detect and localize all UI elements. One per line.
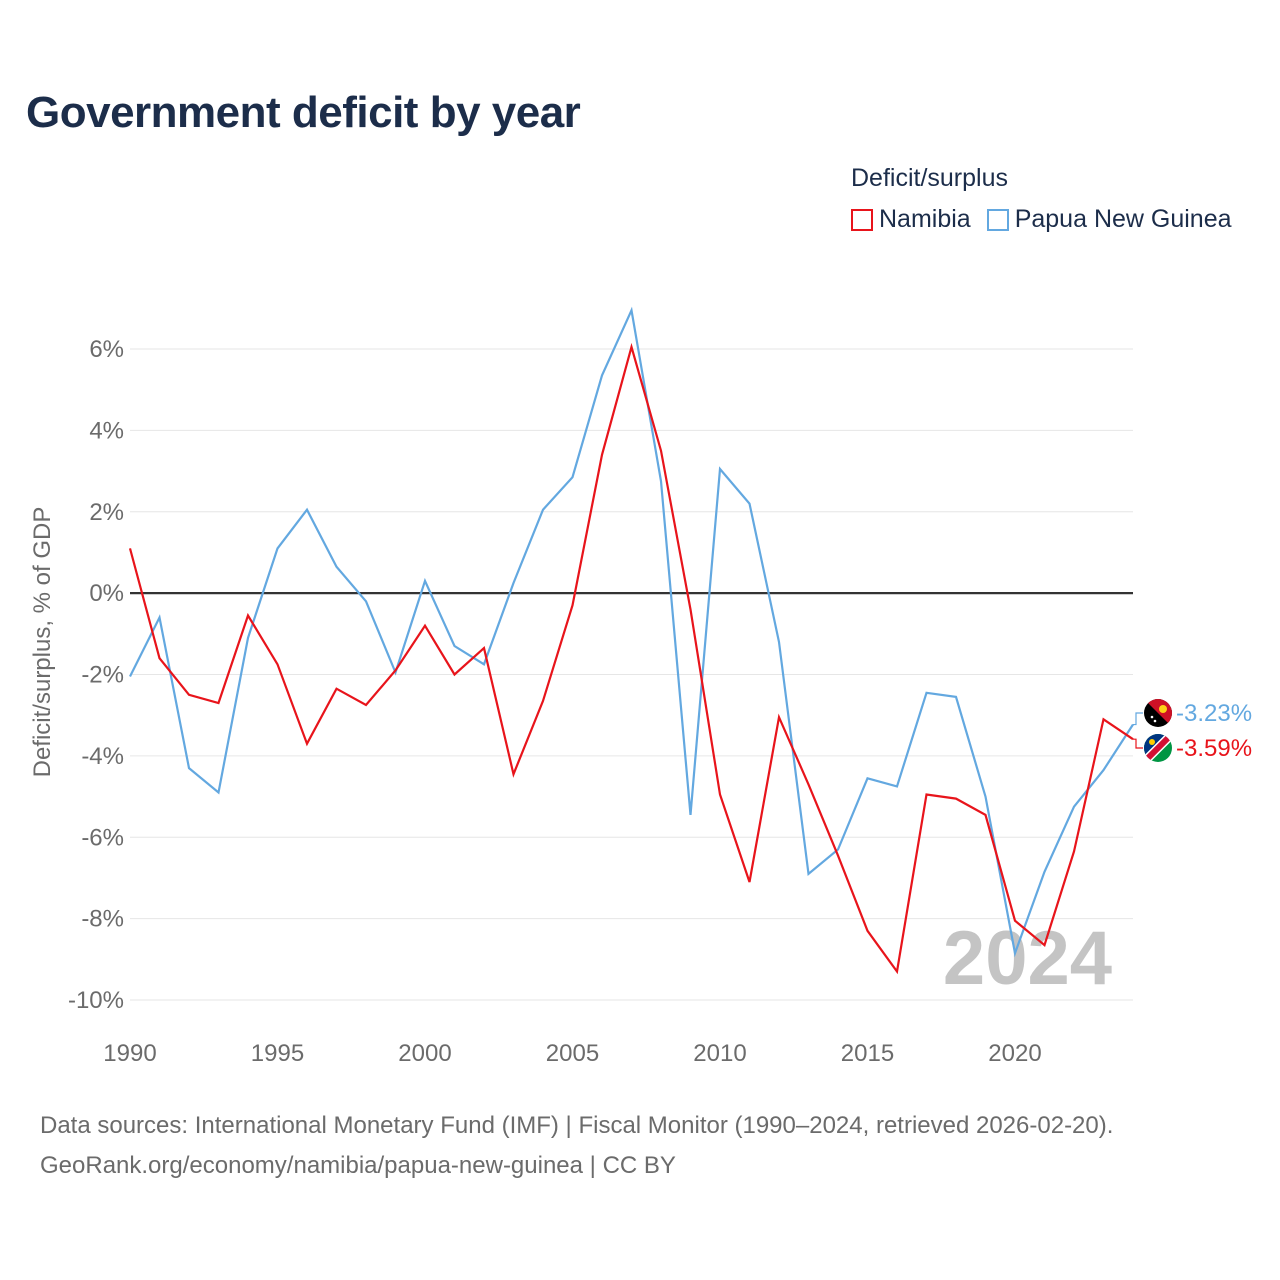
end-connector-papua-new-guinea: [1133, 712, 1143, 726]
legend-swatch-papua-new-guinea: [986, 208, 1009, 231]
y-tick-label: -2%: [81, 662, 124, 689]
line-chart: 2024 6% 4% 2% 0% -2% -4% -6% -8% -10% 1990 1995 20…: [29, 306, 1252, 1067]
x-tick-label: 2000: [398, 1040, 451, 1067]
x-tick-label: 2020: [988, 1040, 1041, 1067]
y-tick-label: -10%: [68, 987, 124, 1014]
series-line-namibia: [128, 342, 1134, 975]
legend-title: Deficit/surplus: [851, 164, 1008, 192]
y-tick-label: -8%: [81, 906, 124, 933]
y-tick-label: 0%: [89, 580, 124, 607]
y-tick-label: -4%: [81, 743, 124, 770]
flag-icon-namibia: [1144, 734, 1172, 762]
legend-item-papua-new-guinea[interactable]: Papua New Guinea: [986, 205, 1232, 234]
legend-item-namibia[interactable]: Namibia: [851, 205, 971, 234]
y-tick-label: 6%: [89, 336, 124, 363]
x-tick-label: 2005: [546, 1040, 599, 1067]
end-value-label-namibia: -3.59%: [1176, 735, 1252, 762]
x-tick-label: 1990: [103, 1040, 156, 1067]
legend: Namibia Papua New Guinea: [851, 205, 1232, 234]
y-tick-label: -6%: [81, 824, 124, 851]
legend-label-papua-new-guinea: Papua New Guinea: [1014, 205, 1232, 233]
y-axis-label: Deficit/surplus, % of GDP: [29, 507, 56, 778]
legend-swatch-namibia: [851, 208, 873, 231]
series-line-papua-new-guinea: [129, 306, 1134, 958]
flag-icon-papua-new-guinea: [1144, 699, 1172, 727]
footer-attribution: GeoRank.org/economy/namibia/papua-new-gu…: [40, 1152, 676, 1179]
x-tick-label: 1995: [251, 1040, 304, 1067]
end-value-label-papua-new-guinea: -3.23%: [1176, 700, 1252, 727]
y-tick-label: 2%: [89, 499, 124, 526]
y-tick-label: 4%: [89, 417, 124, 444]
year-watermark: 2024: [943, 916, 1112, 1001]
x-tick-label: 2015: [841, 1040, 894, 1067]
chart-title: Government deficit by year: [26, 88, 581, 137]
footer: Data sources: International Monetary Fun…: [40, 1106, 1113, 1186]
x-tick-label: 2010: [693, 1040, 746, 1067]
end-connector-namibia: [1133, 738, 1143, 749]
footer-sources: Data sources: International Monetary Fun…: [40, 1112, 1114, 1139]
legend-label-namibia: Namibia: [879, 205, 971, 233]
